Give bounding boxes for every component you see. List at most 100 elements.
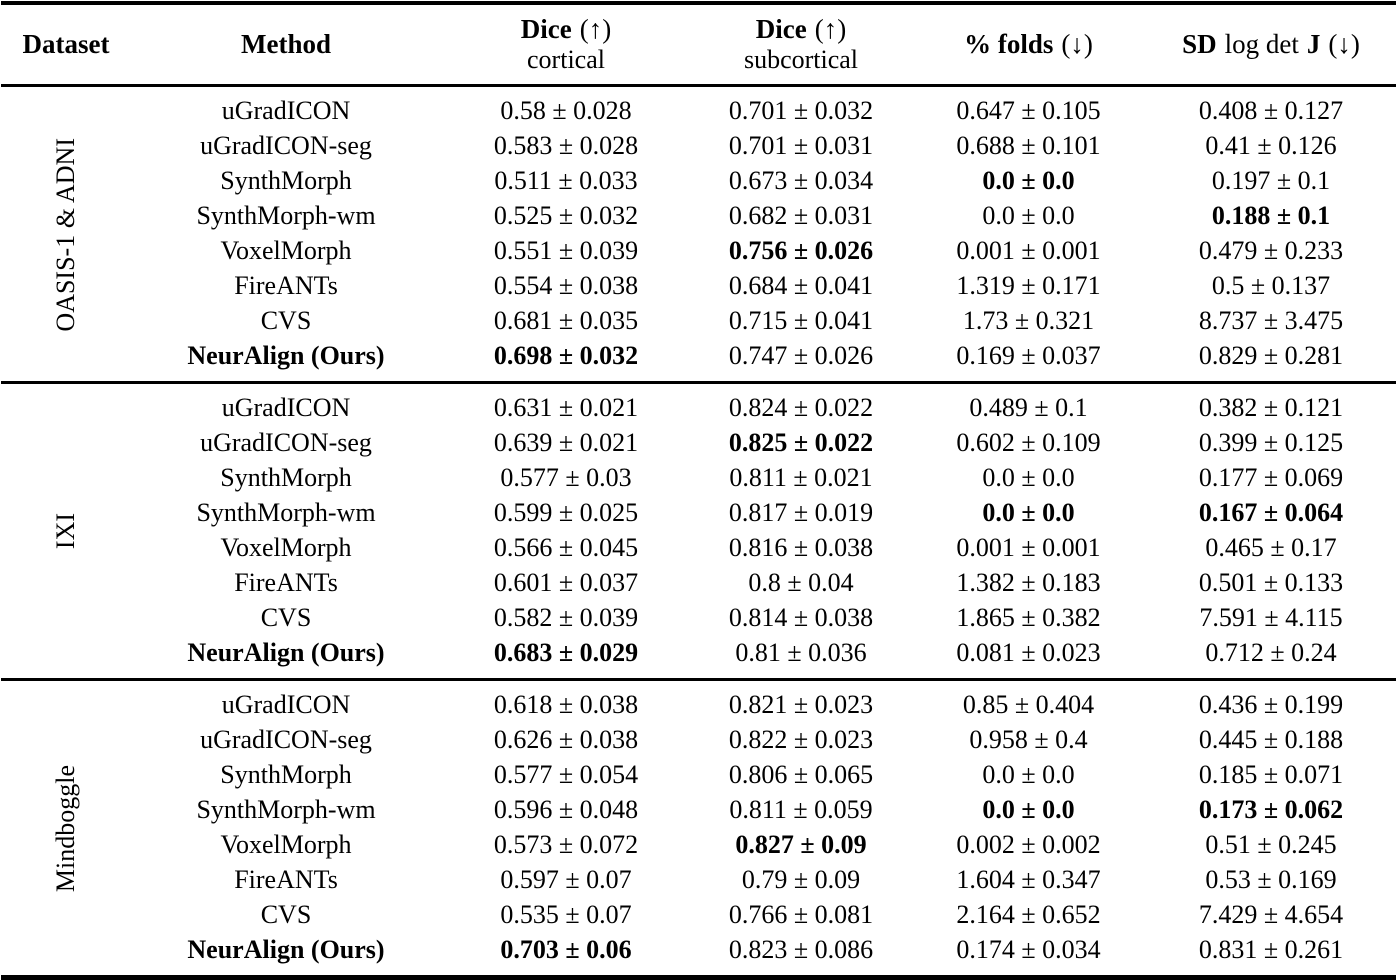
value-cell: 0.811 ± 0.059 — [729, 795, 873, 824]
value-cell: 0.554 ± 0.038 — [493, 271, 639, 300]
table-header: Dataset Method Dice (↑) cortical Dice (↑) … — [1, 3, 1396, 85]
method-cell: SynthMorph-wm — [196, 498, 376, 527]
table-row: IXI uGradICON 0.631 ± 0.021 0.824 ± 0.022 0.… — [1, 382, 1396, 550]
method-cell: uGradICON — [221, 96, 351, 125]
value-cell: 0.811 ± 0.021 — [729, 463, 873, 492]
value-cell: 0.577 ± 0.03 — [500, 463, 632, 492]
col-header-sd-log-det-j: SD log det J (↓) — [1146, 3, 1396, 85]
table-row: CVS 0.535 ± 0.07 0.766 ± 0.081 2.164 ± 0.65… — [1, 898, 1396, 933]
value-cell: 0.831 ± 0.261 — [1198, 935, 1344, 964]
table-row: uGradICON-seg 0.626 ± 0.038 0.822 ± 0.023 0… — [1, 723, 1396, 758]
dataset-label: IXI — [51, 513, 80, 550]
value-cell: 0.53 ± 0.169 — [1205, 865, 1337, 894]
dataset-cell: Mindboggle — [1, 679, 131, 977]
method-cell: uGradICON — [221, 690, 351, 719]
value-cell: 0.188 ± 0.1 — [1211, 201, 1331, 230]
value-cell: 0.683 ± 0.029 — [493, 638, 639, 667]
value-cell: 0.51 ± 0.245 — [1205, 830, 1337, 859]
value-cell: 0.766 ± 0.081 — [728, 900, 874, 929]
metric-subscript: cortical — [527, 44, 605, 74]
table-row: SynthMorph 0.511 ± 0.033 0.673 ± 0.034 0.0 … — [1, 164, 1396, 199]
value-cell: 0.601 ± 0.037 — [493, 568, 639, 597]
table-row: SynthMorph 0.577 ± 0.054 0.806 ± 0.065 0.0 … — [1, 758, 1396, 793]
value-cell: 0.583 ± 0.028 — [493, 131, 639, 160]
value-cell: 0.081 ± 0.023 — [956, 638, 1101, 667]
metric-operator: log det — [1224, 28, 1299, 59]
table-row: FireANTs 0.597 ± 0.07 0.79 ± 0.09 1.604 ± 0… — [1, 863, 1396, 898]
dataset-cell: IXI — [1, 382, 131, 679]
method-cell: SynthMorph — [220, 760, 352, 789]
value-cell: 0.81 ± 0.036 — [735, 638, 867, 667]
value-cell: 0.5 ± 0.137 — [1211, 271, 1331, 300]
value-cell: 0.817 ± 0.019 — [728, 498, 874, 527]
method-cell: VoxelMorph — [220, 533, 352, 562]
value-cell: 0.001 ± 0.001 — [956, 236, 1101, 265]
table-row: SynthMorph-wm 0.599 ± 0.025 0.817 ± 0.019 0… — [1, 496, 1396, 531]
down-arrow-icon: (↓) — [1328, 28, 1360, 59]
value-cell: 1.382 ± 0.183 — [956, 568, 1101, 597]
value-cell: 0.0 ± 0.0 — [982, 463, 1075, 492]
value-cell: 0.002 ± 0.002 — [956, 830, 1101, 859]
dataset-label: OASIS-1 & ADNI — [51, 137, 80, 332]
value-cell: 0.551 ± 0.039 — [493, 236, 639, 265]
value-cell: 0.501 ± 0.133 — [1198, 568, 1344, 597]
value-cell: 0.8 ± 0.04 — [748, 568, 854, 597]
table-row: NeurAlign (Ours) 0.683 ± 0.029 0.81 ± 0.03… — [1, 636, 1396, 680]
value-cell: 0.0 ± 0.0 — [982, 166, 1075, 195]
value-cell: 0.525 ± 0.032 — [493, 201, 639, 230]
value-cell: 0.827 ± 0.09 — [735, 830, 867, 859]
value-cell: 0.712 ± 0.24 — [1205, 638, 1337, 667]
value-cell: 1.604 ± 0.347 — [956, 865, 1101, 894]
method-cell: SynthMorph-wm — [196, 201, 376, 230]
method-cell: uGradICON-seg — [200, 428, 372, 457]
value-cell: 0.701 ± 0.031 — [728, 131, 874, 160]
dataset-cell: OASIS-1 & ADNI — [1, 85, 131, 382]
value-cell: 0.436 ± 0.199 — [1198, 690, 1344, 719]
value-cell: 0.382 ± 0.121 — [1198, 393, 1344, 422]
value-cell: 0.626 ± 0.038 — [493, 725, 639, 754]
method-cell: uGradICON-seg — [200, 725, 372, 754]
value-cell: 0.582 ± 0.039 — [493, 603, 639, 632]
value-cell: 0.602 ± 0.109 — [956, 428, 1101, 457]
value-cell: 0.174 ± 0.034 — [956, 935, 1101, 964]
value-cell: 0.647 ± 0.105 — [956, 96, 1101, 125]
value-cell: 0.511 ± 0.033 — [494, 166, 638, 195]
table-row: NeurAlign (Ours) 0.698 ± 0.032 0.747 ± 0.0… — [1, 339, 1396, 383]
col-header-dice-subcortical: Dice (↑) subcortical — [691, 3, 911, 85]
value-cell: 8.737 ± 3.475 — [1198, 306, 1344, 335]
value-cell: 0.596 ± 0.048 — [493, 795, 639, 824]
metric-name: Dice — [520, 13, 572, 44]
value-cell: 0.479 ± 0.233 — [1198, 236, 1344, 265]
value-cell: 0.489 ± 0.1 — [969, 393, 1088, 422]
value-cell: 0.747 ± 0.026 — [728, 341, 874, 370]
method-cell: SynthMorph — [220, 166, 352, 195]
method-cell: uGradICON-seg — [200, 131, 372, 160]
dataset-group: Mindboggle uGradICON 0.618 ± 0.038 0.821 ± … — [1, 679, 1396, 977]
value-cell: 0.577 ± 0.054 — [493, 760, 639, 789]
method-cell: FireANTs — [234, 865, 338, 894]
value-cell: 0.597 ± 0.07 — [500, 865, 632, 894]
value-cell: 0.001 ± 0.001 — [956, 533, 1101, 562]
value-cell: 0.618 ± 0.038 — [493, 690, 639, 719]
table-row: VoxelMorph 0.573 ± 0.072 0.827 ± 0.09 0.002… — [1, 828, 1396, 863]
method-cell: FireANTs — [234, 568, 338, 597]
value-cell: 0.0 ± 0.0 — [982, 498, 1075, 527]
value-cell: 0.698 ± 0.032 — [493, 341, 639, 370]
method-cell: SynthMorph — [220, 463, 352, 492]
value-cell: 0.197 ± 0.1 — [1211, 166, 1331, 195]
table-row: FireANTs 0.601 ± 0.037 0.8 ± 0.04 1.382 ± 0… — [1, 566, 1396, 601]
value-cell: 0.701 ± 0.032 — [728, 96, 874, 125]
value-cell: 7.591 ± 4.115 — [1199, 603, 1343, 632]
value-cell: 0.824 ± 0.022 — [728, 393, 874, 422]
value-cell: 0.631 ± 0.021 — [493, 393, 639, 422]
method-cell: VoxelMorph — [220, 236, 352, 265]
value-cell: 0.465 ± 0.17 — [1205, 533, 1337, 562]
value-cell: 0.85 ± 0.404 — [962, 690, 1095, 719]
value-cell: 0.823 ± 0.086 — [728, 935, 874, 964]
table-row: CVS 0.681 ± 0.035 0.715 ± 0.041 1.73 ± 0.32… — [1, 304, 1396, 339]
method-cell: FireANTs — [234, 271, 338, 300]
table-row: SynthMorph-wm 0.525 ± 0.032 0.682 ± 0.031 0… — [1, 199, 1396, 234]
value-cell: 0.806 ± 0.065 — [728, 760, 874, 789]
